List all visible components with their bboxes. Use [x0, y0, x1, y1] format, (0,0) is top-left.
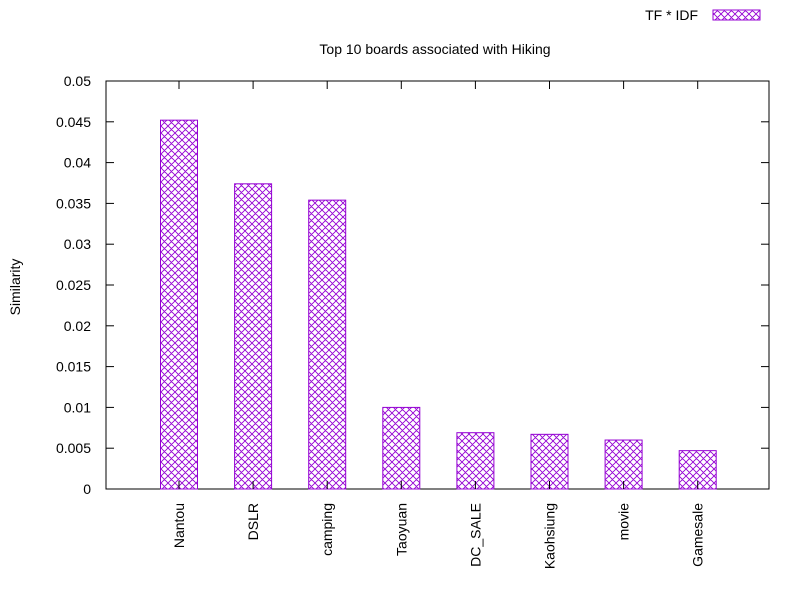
x-tick-label: Kaohsiung [542, 503, 558, 569]
y-tick-label: 0 [83, 481, 91, 497]
x-tick-label: DC_SALE [467, 503, 483, 567]
bar [160, 119, 198, 490]
bar [604, 439, 643, 490]
legend-label: TF * IDF [645, 7, 698, 23]
y-tick-label: 0.05 [64, 73, 91, 89]
y-tick-label: 0.02 [64, 318, 91, 334]
y-tick-label: 0.04 [64, 155, 91, 171]
bar [382, 406, 421, 490]
y-tick-label: 0.03 [64, 236, 91, 252]
bars [160, 119, 717, 490]
plot-frame [105, 80, 770, 490]
chart-title: Top 10 boards associated with Hiking [319, 41, 550, 57]
y-axis-label: Similarity [7, 259, 23, 316]
y-tick-label: 0.035 [56, 195, 91, 211]
x-axis-ticks: Nantou DSLR camping Taoyuan DC_SALE Kaohsiung… [171, 81, 706, 569]
x-tick-label: camping [319, 503, 335, 556]
bar [234, 183, 273, 490]
x-tick-label: Taoyuan [393, 503, 409, 556]
legend: TF * IDF [645, 7, 761, 23]
x-tick-label: Nantou [171, 503, 187, 548]
legend-swatch [712, 9, 761, 21]
y-tick-label: 0.015 [56, 359, 91, 375]
y-tick-label: 0.045 [56, 114, 91, 130]
y-tick-label: 0.025 [56, 277, 91, 293]
x-tick-label: DSLR [245, 503, 261, 540]
bar [530, 433, 569, 490]
x-tick-label: movie [616, 503, 632, 541]
bar [456, 432, 495, 490]
x-tick-label: Gamesale [690, 503, 706, 567]
y-axis-ticks: 0 0.005 0.01 0.015 0.02 0.025 0.03 0.035 0.04 0.0… [56, 73, 769, 497]
y-tick-label: 0.005 [56, 440, 91, 456]
bar [308, 199, 347, 490]
y-tick-label: 0.01 [64, 399, 91, 415]
